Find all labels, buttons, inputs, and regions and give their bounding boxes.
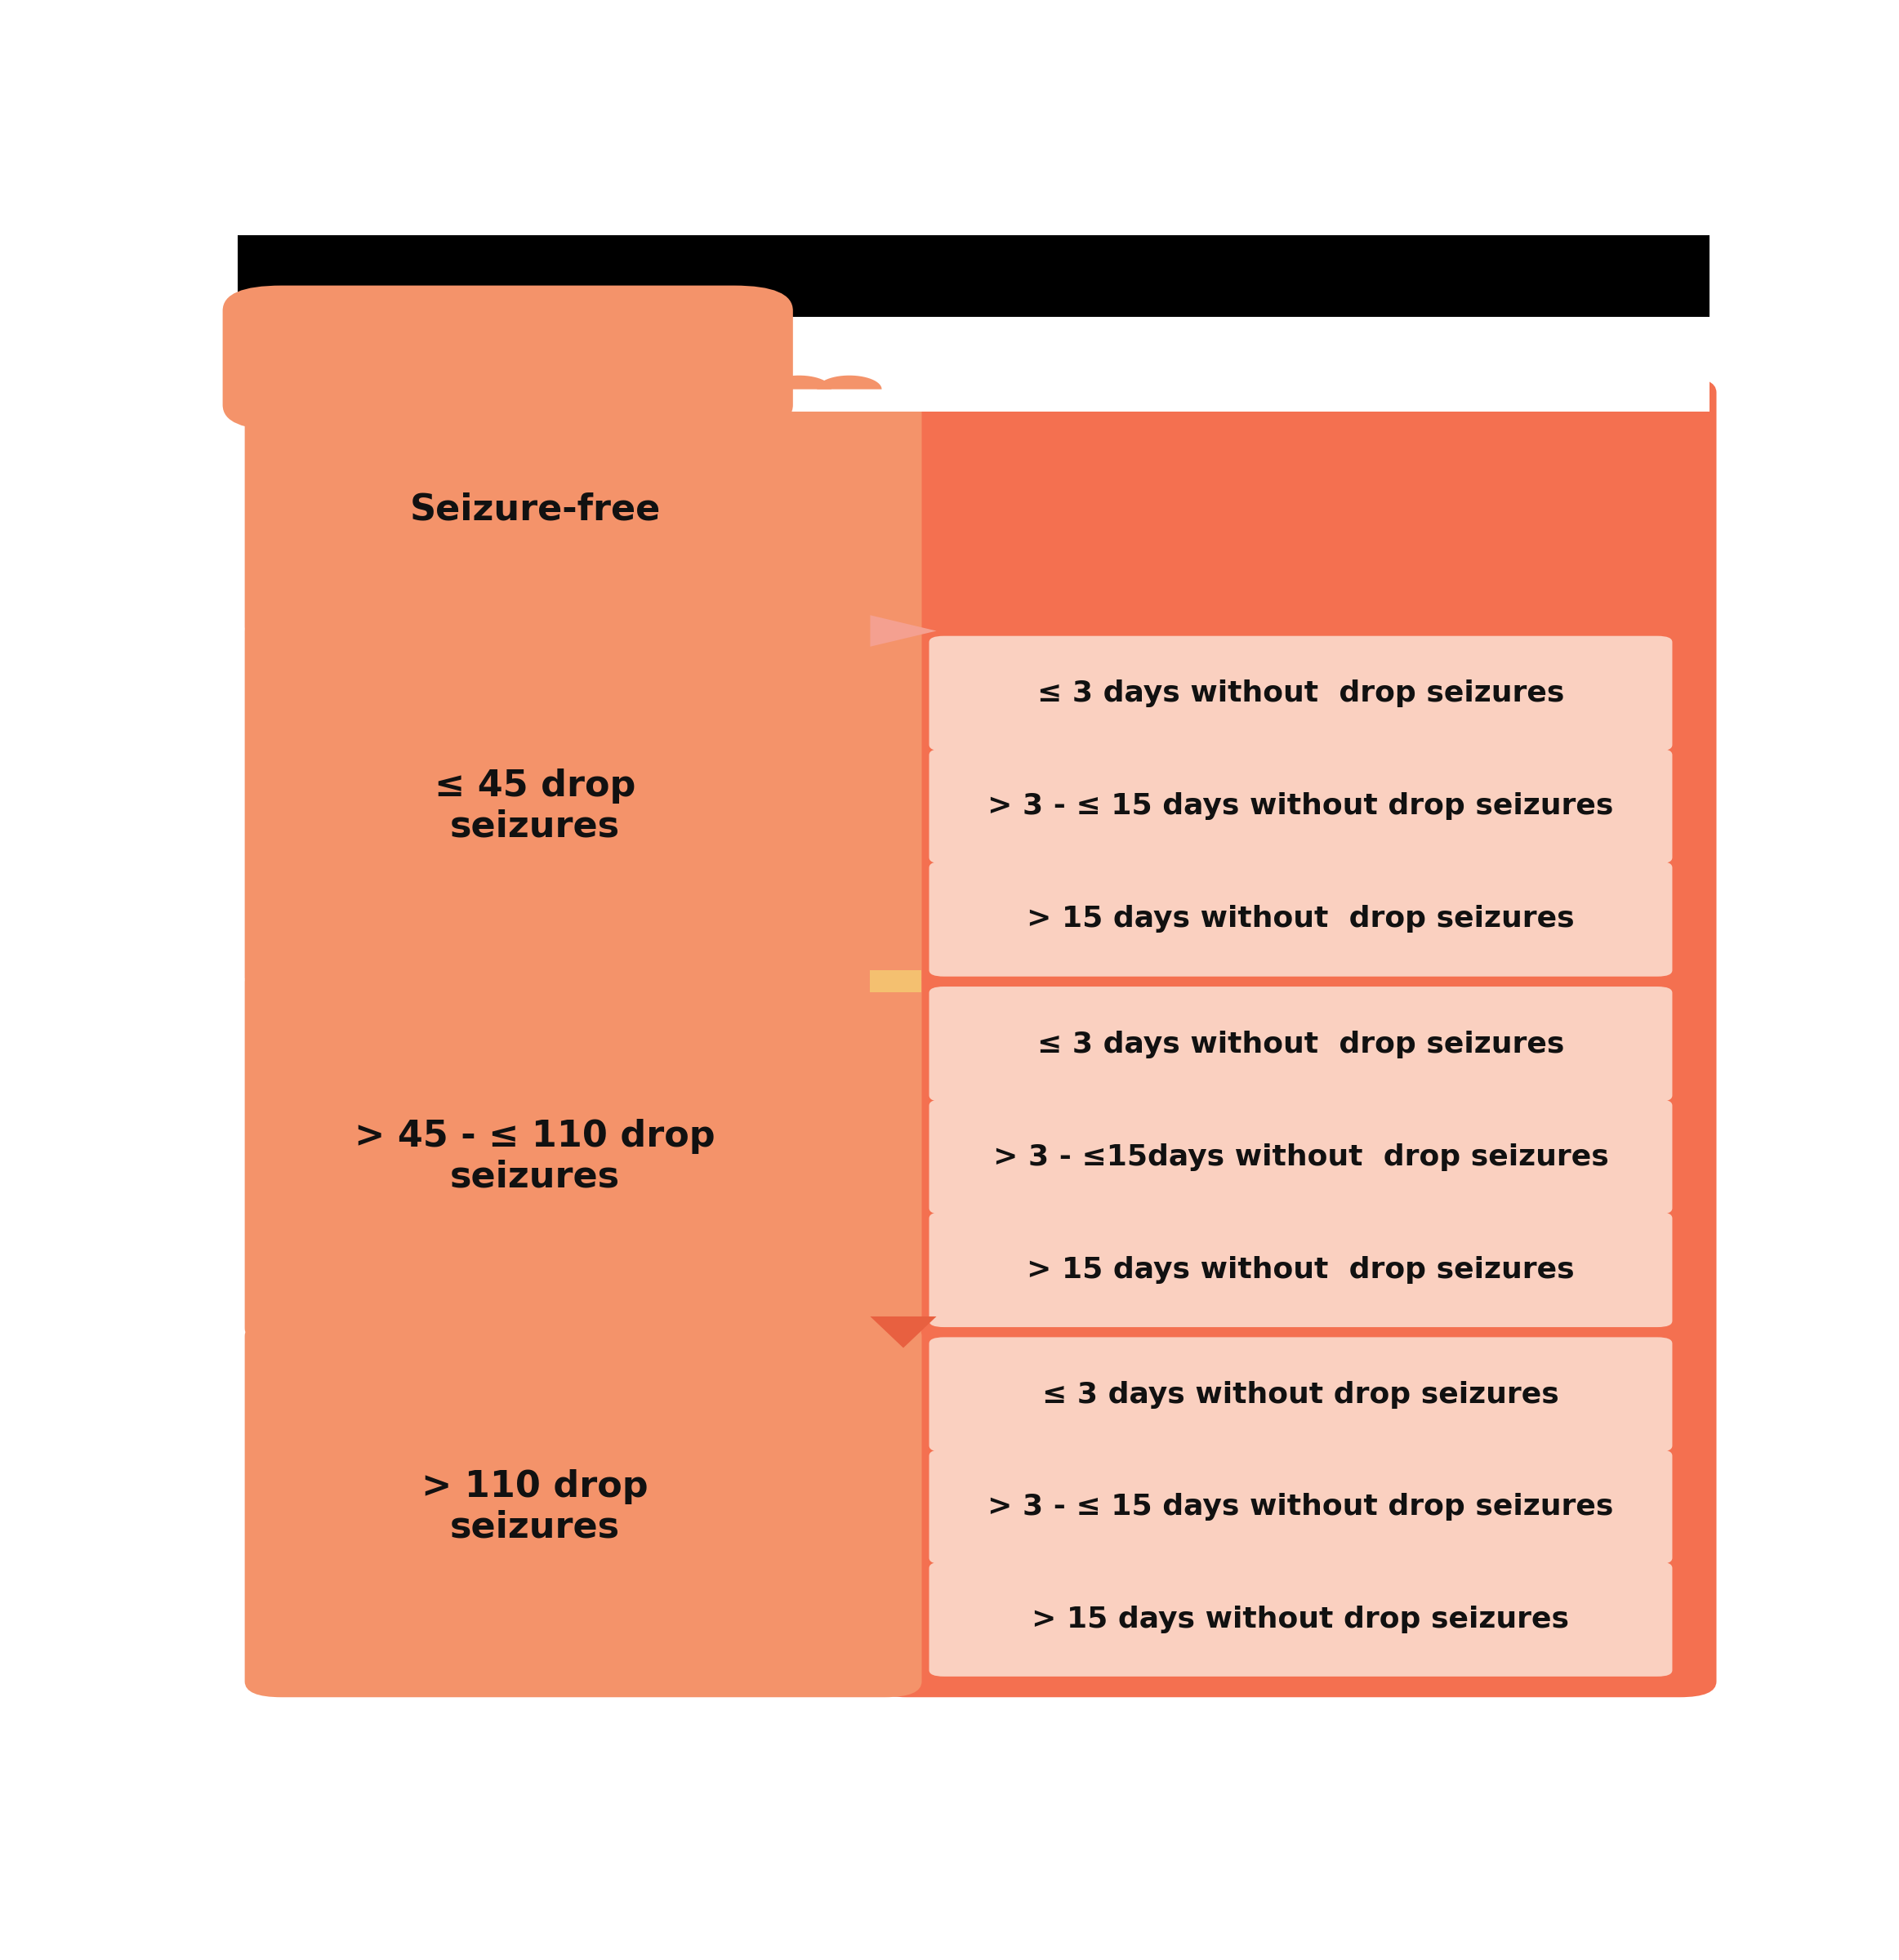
Text: > 15 days without drop seizures: > 15 days without drop seizures [1031, 1605, 1569, 1633]
Text: ≤ 45 drop
seizures: ≤ 45 drop seizures [435, 768, 636, 845]
Polygon shape [465, 376, 530, 390]
Text: ≤ 3 days without  drop seizures: ≤ 3 days without drop seizures [1037, 680, 1565, 708]
Polygon shape [414, 376, 479, 390]
FancyBboxPatch shape [245, 966, 921, 1345]
FancyBboxPatch shape [929, 986, 1673, 1102]
Text: > 45 - ≤ 110 drop
seizures: > 45 - ≤ 110 drop seizures [355, 1119, 716, 1196]
Text: > 15 days without  drop seizures: > 15 days without drop seizures [1027, 906, 1574, 933]
Polygon shape [365, 376, 429, 390]
Text: > 110 drop
seizures: > 110 drop seizures [422, 1468, 648, 1544]
Polygon shape [870, 615, 936, 647]
Text: > 3 - ≤ 15 days without drop seizures: > 3 - ≤ 15 days without drop seizures [987, 792, 1614, 819]
FancyBboxPatch shape [929, 749, 1673, 864]
Text: > 3 - ≤ 15 days without drop seizures: > 3 - ≤ 15 days without drop seizures [987, 1494, 1614, 1521]
FancyBboxPatch shape [91, 318, 1857, 412]
Text: > 3 - ≤15days without  drop seizures: > 3 - ≤15days without drop seizures [993, 1143, 1608, 1170]
FancyBboxPatch shape [929, 1337, 1673, 1452]
FancyBboxPatch shape [929, 860, 1673, 976]
FancyBboxPatch shape [929, 1211, 1673, 1327]
FancyBboxPatch shape [237, 235, 1709, 392]
Polygon shape [817, 376, 881, 390]
FancyBboxPatch shape [870, 376, 1717, 1697]
FancyBboxPatch shape [245, 615, 921, 994]
Text: ≤ 3 days without drop seizures: ≤ 3 days without drop seizures [1043, 1380, 1559, 1409]
Polygon shape [515, 376, 579, 390]
Polygon shape [667, 376, 731, 390]
Polygon shape [264, 376, 329, 390]
FancyBboxPatch shape [929, 1450, 1673, 1564]
Polygon shape [615, 376, 680, 390]
Bar [870, 970, 921, 992]
FancyBboxPatch shape [17, 90, 1899, 406]
Text: ≤ 3 days without  drop seizures: ≤ 3 days without drop seizures [1037, 1031, 1565, 1058]
FancyBboxPatch shape [245, 376, 921, 643]
FancyBboxPatch shape [245, 1321, 921, 1697]
Polygon shape [767, 376, 832, 390]
Polygon shape [313, 376, 380, 390]
Polygon shape [870, 1317, 936, 1348]
FancyBboxPatch shape [929, 635, 1673, 751]
FancyBboxPatch shape [222, 286, 794, 429]
Polygon shape [566, 376, 630, 390]
FancyBboxPatch shape [929, 1562, 1673, 1676]
Text: > 15 days without  drop seizures: > 15 days without drop seizures [1027, 1256, 1574, 1284]
FancyBboxPatch shape [929, 1100, 1673, 1215]
Polygon shape [716, 376, 780, 390]
Text: Seizure-free: Seizure-free [410, 492, 661, 527]
